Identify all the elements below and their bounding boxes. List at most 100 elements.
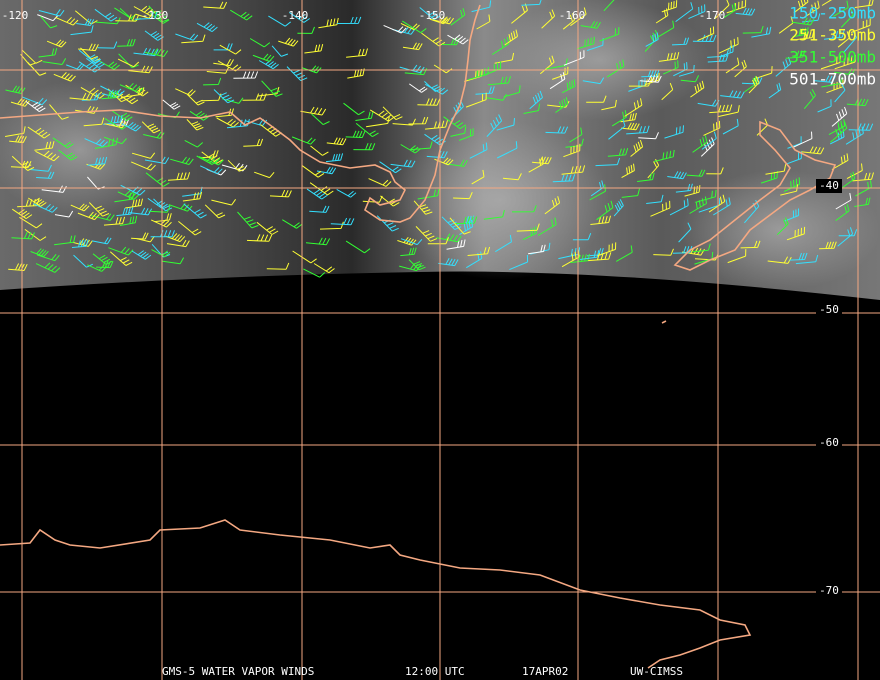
- wind-barb: [254, 171, 275, 179]
- wind-barb: [345, 240, 371, 254]
- wind-barb: [108, 246, 134, 256]
- wind-barb: [233, 71, 259, 79]
- wind-barb: [621, 122, 640, 131]
- wind-barb: [409, 83, 428, 93]
- wind-barb: [36, 171, 55, 179]
- coastline: [661, 320, 667, 324]
- wind-barb: [100, 85, 125, 96]
- longitude-label: -120: [2, 9, 29, 22]
- wind-barb: [148, 5, 169, 23]
- wind-barb: [34, 141, 55, 151]
- wind-barb: [558, 247, 581, 260]
- wind-barb: [49, 104, 69, 120]
- wind-barb: [427, 237, 449, 245]
- wind-barb: [309, 205, 330, 213]
- longitude-label: -170: [699, 9, 726, 22]
- wind-barb: [175, 33, 199, 41]
- wind-barb: [486, 114, 503, 137]
- legend-entry: 150-250mb: [789, 4, 876, 23]
- wind-barb: [459, 128, 474, 141]
- wind-barb: [213, 89, 235, 104]
- wind-barb: [503, 85, 521, 98]
- wind-barb: [201, 151, 223, 164]
- wind-barb: [621, 188, 640, 198]
- wind-barb: [787, 136, 802, 149]
- wind-barb: [793, 0, 809, 14]
- wind-barb: [8, 263, 28, 271]
- wind-barb: [528, 244, 546, 255]
- wind-barb: [184, 139, 204, 148]
- wind-barb: [30, 248, 49, 257]
- wind-barb: [717, 44, 734, 58]
- wind-barb: [796, 30, 815, 40]
- wind-barb: [38, 9, 65, 17]
- wind-barb: [467, 67, 489, 81]
- wind-barb: [150, 230, 175, 238]
- wind-barb: [446, 239, 466, 250]
- wind-barb: [366, 116, 390, 128]
- wind-barb: [161, 257, 185, 265]
- wind-barb: [561, 249, 580, 268]
- wind-barb: [846, 163, 863, 180]
- wind-barb: [109, 251, 133, 266]
- wind-barb: [346, 48, 368, 58]
- wind-barb: [692, 34, 717, 42]
- wind-barb: [219, 44, 242, 55]
- wind-barb: [647, 158, 660, 179]
- wind-barb: [509, 254, 529, 271]
- wind-barb: [586, 95, 607, 103]
- wind-barb: [495, 234, 512, 253]
- wind-barb: [107, 88, 128, 103]
- wind-barb: [833, 0, 849, 17]
- wind-barb: [306, 188, 328, 200]
- wind-barb: [390, 159, 416, 168]
- wind-barb: [671, 37, 690, 46]
- wind-barb: [368, 178, 392, 187]
- wind-barb: [402, 42, 423, 51]
- wind-barb: [260, 124, 282, 137]
- wind-barb: [529, 90, 543, 110]
- wind-barb: [537, 217, 557, 236]
- wind-barb: [751, 26, 772, 38]
- wind-barb: [661, 0, 678, 13]
- wind-barb: [431, 15, 455, 25]
- wind-barb: [117, 190, 140, 200]
- legend-entry: 351-500mb: [789, 48, 876, 67]
- coastline: [0, 4, 481, 223]
- wind-barb: [662, 60, 679, 75]
- wind-barb: [725, 57, 740, 74]
- wind-barb: [831, 153, 849, 170]
- wind-barb: [421, 32, 446, 47]
- wind-barb: [803, 89, 816, 110]
- wind-barb: [621, 163, 635, 179]
- wind-barb: [400, 247, 417, 257]
- wind-barb: [116, 207, 134, 217]
- wind-barb: [94, 137, 118, 149]
- wind-barb: [639, 74, 662, 83]
- wind-barb: [545, 126, 569, 134]
- wind-barb: [198, 156, 224, 166]
- wind-barb: [410, 141, 433, 151]
- wind-barb: [785, 50, 806, 59]
- wind-barb: [211, 199, 237, 206]
- wind-barb: [291, 136, 316, 145]
- wind-barb: [450, 8, 466, 26]
- wind-barb: [313, 263, 335, 274]
- latitude-label: -50: [819, 303, 839, 316]
- wind-barb: [380, 195, 400, 207]
- legend: 150-250mb 251-350mb 351-500mb 501-700mb: [789, 4, 876, 89]
- wind-barb: [734, 59, 747, 78]
- wind-barb: [491, 36, 510, 55]
- wind-barb: [637, 172, 655, 182]
- wind-barb: [12, 208, 33, 220]
- wind-barb: [690, 80, 705, 98]
- wind-barb: [701, 131, 717, 150]
- wind-barb: [35, 262, 61, 273]
- wind-barb: [826, 79, 844, 94]
- wind-barb: [791, 17, 815, 26]
- wind-barb: [261, 80, 283, 97]
- wind-barb: [653, 149, 675, 162]
- wind-barb: [221, 162, 248, 172]
- wind-barb: [741, 77, 763, 85]
- wind-barb: [92, 237, 112, 245]
